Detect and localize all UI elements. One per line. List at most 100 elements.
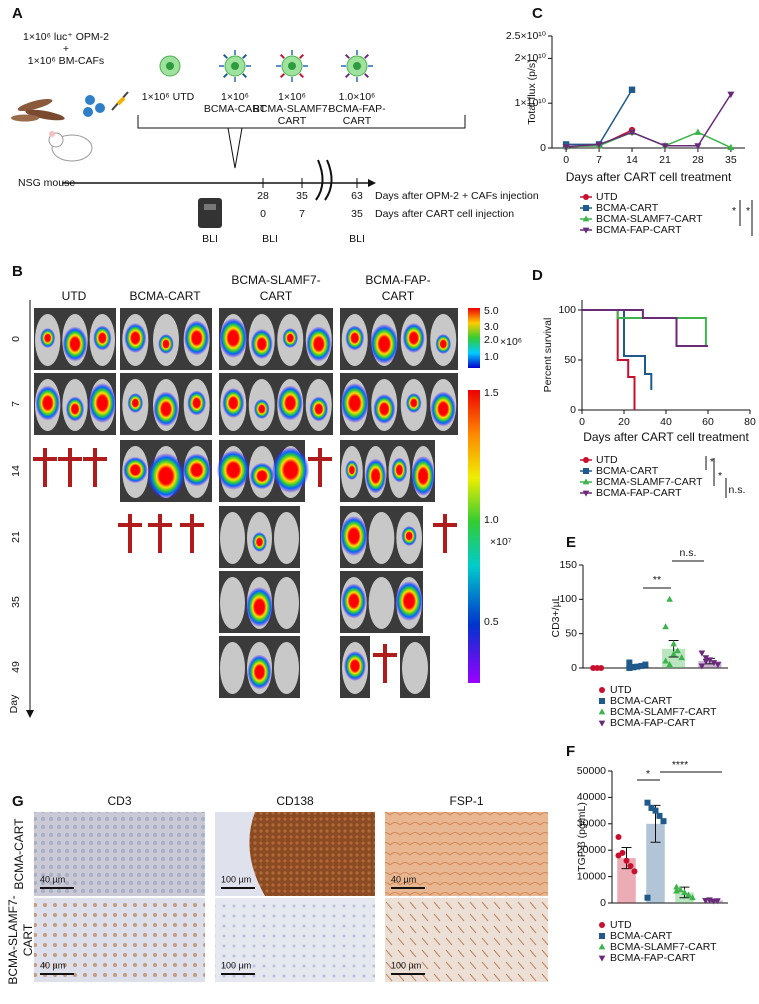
colorbar-unit: ×10⁷ xyxy=(490,536,512,548)
legend-label: BCMA-CART xyxy=(610,930,673,942)
mouse xyxy=(402,642,428,694)
data-point xyxy=(644,799,651,806)
y-tick-label: 2.5×10¹⁰ xyxy=(506,30,547,42)
legend-marker xyxy=(583,205,589,211)
panel-label: E xyxy=(566,534,576,551)
timeline-label: Days after OPM-2 + CAFs injection xyxy=(375,190,539,202)
data-point xyxy=(678,654,685,661)
colorbar-unit: ×10⁶ xyxy=(500,336,522,348)
signal xyxy=(147,453,185,499)
data-point xyxy=(623,857,630,864)
data-point xyxy=(662,657,669,664)
deceased-mark xyxy=(83,448,107,487)
x-tick-label: 60 xyxy=(702,416,714,428)
signal xyxy=(369,324,399,364)
data-point xyxy=(689,894,696,901)
x-tick-label: 0 xyxy=(579,416,585,428)
data-point xyxy=(710,660,718,667)
colorbar xyxy=(468,308,480,368)
legend-marker xyxy=(599,698,605,704)
day-tick-label: 35 xyxy=(351,208,363,220)
group-header: BCMA-SLAMF7- xyxy=(231,273,320,287)
legend-label: BCMA-CART xyxy=(610,695,673,707)
signal xyxy=(340,383,370,423)
data-point xyxy=(673,883,680,890)
significance: * xyxy=(718,470,722,482)
signal xyxy=(123,456,148,484)
data-point xyxy=(627,863,634,870)
histology-image xyxy=(385,812,548,896)
bli-label: BLI xyxy=(349,233,365,245)
data-point xyxy=(662,623,669,630)
legend-marker xyxy=(599,687,605,693)
data-point xyxy=(661,143,669,150)
legend-label: BCMA-CART xyxy=(596,202,659,214)
survival-curve xyxy=(582,309,636,410)
significance: * xyxy=(646,768,650,780)
legend-marker xyxy=(582,227,590,234)
signal xyxy=(62,326,88,362)
data-point xyxy=(631,868,638,875)
panel-label: F xyxy=(566,743,575,760)
data-point xyxy=(630,664,637,671)
data-point xyxy=(685,891,692,898)
row-label: BCMA-CART xyxy=(12,818,26,890)
group-label: 1×10⁶ xyxy=(221,91,249,103)
colorbar-label: 3.0 xyxy=(484,321,499,333)
legend-marker xyxy=(583,194,589,200)
signal xyxy=(435,334,452,354)
data-point xyxy=(634,663,641,670)
day-label: 7 xyxy=(10,401,22,407)
data-point xyxy=(677,886,684,893)
data-point xyxy=(652,807,659,814)
data-point xyxy=(674,647,681,654)
y-axis-label: Total flux (p/s) xyxy=(526,59,538,124)
legend-marker xyxy=(598,720,606,727)
panel-label: A xyxy=(12,5,23,22)
data-point xyxy=(642,661,649,668)
y-tick-label: 150 xyxy=(559,559,577,571)
data-point xyxy=(673,887,680,894)
histology-image xyxy=(34,812,205,896)
signal xyxy=(309,396,329,422)
legend-label: BCMA-CART xyxy=(596,465,659,477)
day-tick-label: 0 xyxy=(260,208,266,220)
cell-nucleus xyxy=(353,62,361,70)
signal xyxy=(250,329,273,359)
legend-marker xyxy=(598,943,606,950)
signal xyxy=(247,654,272,690)
day-tick-label: 63 xyxy=(351,190,363,202)
signal xyxy=(253,399,270,419)
legend-marker xyxy=(583,457,589,463)
row-label: CART xyxy=(21,923,35,956)
significance: **** xyxy=(672,759,688,771)
signal xyxy=(365,458,387,494)
y-tick-label: 1×10¹⁰ xyxy=(515,97,547,109)
signal xyxy=(35,385,61,421)
legend-label: BCMA-FAP-CART xyxy=(610,717,696,729)
scale-bar-label: 100 µm xyxy=(391,960,421,970)
deceased-mark xyxy=(308,448,332,487)
panel-label: B xyxy=(12,263,23,280)
bar xyxy=(617,858,636,903)
signal xyxy=(183,320,210,356)
signal xyxy=(222,388,245,418)
signal xyxy=(277,385,303,421)
group-label: BCMA-CART xyxy=(204,103,267,115)
day-tick-label: 28 xyxy=(257,190,269,202)
data-point xyxy=(714,898,721,905)
schematic xyxy=(11,91,466,228)
panel-label: G xyxy=(12,793,24,810)
bar xyxy=(646,823,665,903)
legend-marker xyxy=(598,708,606,715)
timeline-label: Days after CART cell injection xyxy=(375,208,514,220)
legend-label: BCMA-FAP-CART xyxy=(610,952,696,964)
signal xyxy=(249,462,275,490)
signal xyxy=(411,456,436,496)
y-axis-label: Percent survival xyxy=(542,318,554,393)
data-point xyxy=(562,144,570,151)
signal xyxy=(395,581,424,621)
group-header: UTD xyxy=(62,289,87,303)
deceased-mark xyxy=(33,448,57,487)
scale-bar-label: 100 µm xyxy=(221,874,251,884)
